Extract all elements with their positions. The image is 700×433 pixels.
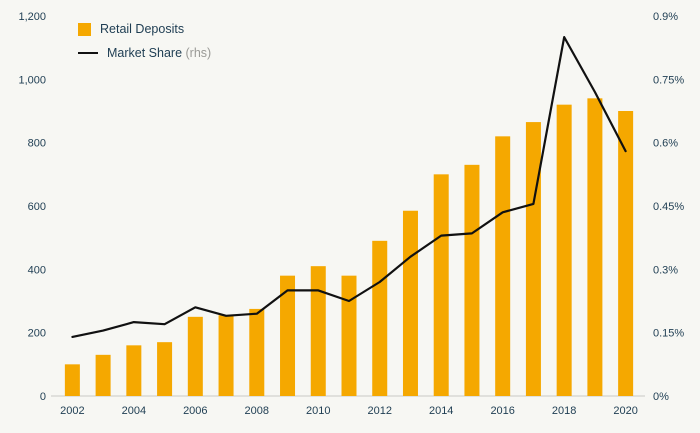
x-axis-tick-label: 2020 <box>613 405 637 417</box>
retail-deposits-bar <box>157 342 173 396</box>
retail-deposits-bar <box>64 364 80 396</box>
retail-deposits-bar <box>618 111 634 396</box>
left-axis-tick-label: 400 <box>28 264 46 276</box>
left-axis-tick-label: 600 <box>28 201 46 213</box>
right-axis-tick-label: 0.3% <box>653 264 678 276</box>
right-axis-tick-label: 0.6% <box>653 138 678 150</box>
retail-deposits-bar <box>372 240 388 396</box>
retail-deposits-bar <box>218 315 234 396</box>
retail-deposits-bar <box>95 354 111 396</box>
left-axis-tick-label: 1,000 <box>18 74 46 86</box>
x-axis-tick-label: 2002 <box>60 405 84 417</box>
legend-item-retail-deposits: Retail Deposits <box>78 22 211 36</box>
right-axis-tick-label: 0.45% <box>653 201 684 213</box>
left-axis-tick-label: 1,200 <box>18 11 46 23</box>
retail-deposits-bar <box>310 266 326 396</box>
x-axis-tick-label: 2016 <box>490 405 514 417</box>
retail-deposits-bar <box>341 275 357 396</box>
x-axis-tick-label: 2010 <box>306 405 330 417</box>
x-axis-tick-label: 2018 <box>552 405 576 417</box>
retail-deposits-swatch <box>78 22 91 36</box>
legend-label-retail-deposits: Retail Deposits <box>100 22 185 36</box>
x-axis-tick-label: 2004 <box>122 405 146 417</box>
retail-deposits-bar <box>280 275 296 396</box>
retail-deposits-bar <box>402 210 418 396</box>
retail-deposits-bar <box>525 122 541 396</box>
market-share-line-swatch <box>78 52 98 54</box>
right-axis-tick-label: 0.9% <box>653 11 678 23</box>
retail-deposits-bar <box>126 345 142 396</box>
retail-deposits-bar <box>249 308 265 396</box>
market-share-line <box>71 35 627 338</box>
right-axis-tick-label: 0% <box>653 391 669 403</box>
retail-deposits-bar <box>587 98 603 396</box>
left-axis-tick-label: 800 <box>28 138 46 150</box>
retail-deposits-bar <box>464 164 480 396</box>
left-axis-tick-label: 200 <box>28 328 46 340</box>
legend-item-market-share: Market Share (rhs) <box>78 46 211 60</box>
retail-deposits-bar <box>433 174 449 396</box>
legend-rhs-note: (rhs) <box>185 46 212 60</box>
x-axis-tick-label: 2006 <box>183 405 207 417</box>
chart-legend: Retail Deposits Market Share (rhs) <box>78 22 211 60</box>
x-axis-tick-label: 2008 <box>245 405 269 417</box>
right-axis-tick-label: 0.15% <box>653 328 684 340</box>
right-axis-tick-label: 0.75% <box>653 74 684 86</box>
x-axis-tick-label: 2012 <box>367 405 391 417</box>
retail-deposits-bar <box>187 316 203 396</box>
x-axis-tick-label: 2014 <box>429 405 453 417</box>
retail-deposits-bar <box>495 136 511 397</box>
left-axis-tick-label: 0 <box>40 391 46 403</box>
legend-label-market-share: Market Share (rhs) <box>107 46 212 60</box>
retail-deposits-bar <box>556 104 572 397</box>
